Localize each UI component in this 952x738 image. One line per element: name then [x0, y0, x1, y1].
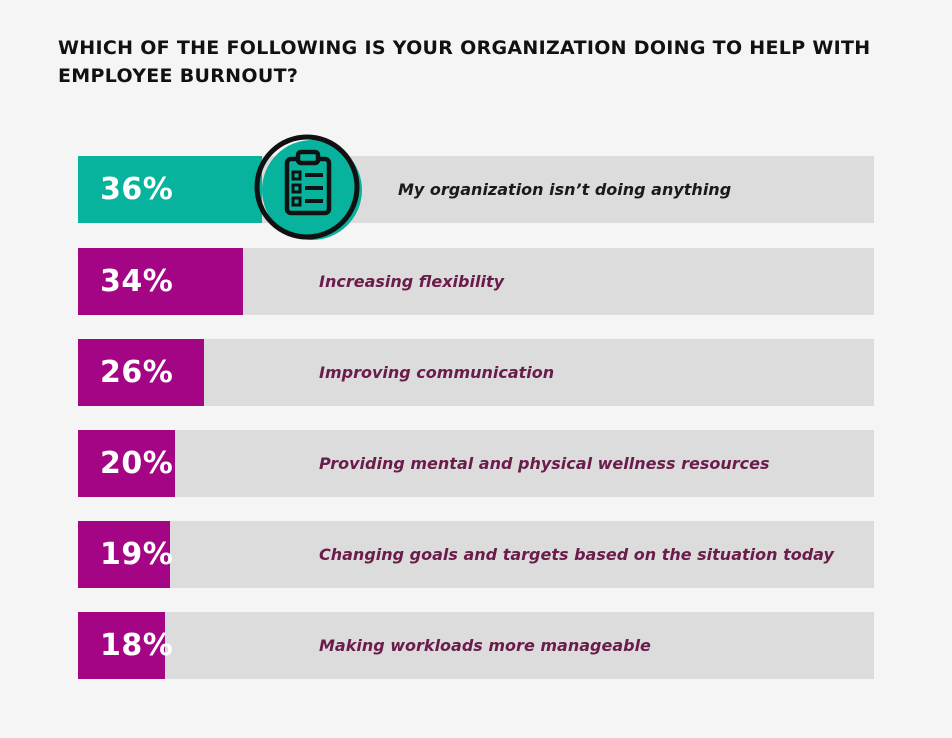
data-label: 18% — [100, 628, 174, 663]
category-label: Providing mental and physical wellness r… — [319, 454, 770, 473]
bar-row: 19% Changing goals and targets based on t… — [78, 521, 874, 588]
data-label: 34% — [100, 264, 174, 299]
bar-row: 26% Improving communication — [78, 339, 874, 406]
bar-row: 34% Increasing flexibility — [78, 248, 874, 315]
category-label: My organization isn’t doing anything — [398, 180, 732, 199]
bar — [78, 612, 165, 679]
chart-title: WHICH OF THE FOLLOWING IS YOUR ORGANIZAT… — [58, 37, 871, 87]
bar — [78, 156, 262, 223]
category-label: Increasing flexibility — [319, 272, 505, 291]
data-label: 36% — [100, 172, 174, 207]
bar-row: 36% My organization isn’t doing anything — [78, 156, 874, 223]
bar — [78, 430, 175, 497]
bar-row: 18% Making workloads more manageable — [78, 612, 874, 679]
category-label: Improving communication — [319, 363, 555, 382]
bar — [78, 339, 204, 406]
data-label: 20% — [100, 446, 174, 481]
bar — [78, 248, 243, 315]
data-label: 26% — [100, 355, 174, 390]
clipboard-checklist-icon — [254, 134, 362, 240]
bar-row: 20% Providing mental and physical wellnes… — [78, 430, 874, 497]
category-label: Making workloads more manageable — [319, 636, 651, 655]
category-label: Changing goals and targets based on the … — [319, 545, 834, 564]
data-label: 19% — [100, 537, 174, 572]
bar — [78, 521, 170, 588]
